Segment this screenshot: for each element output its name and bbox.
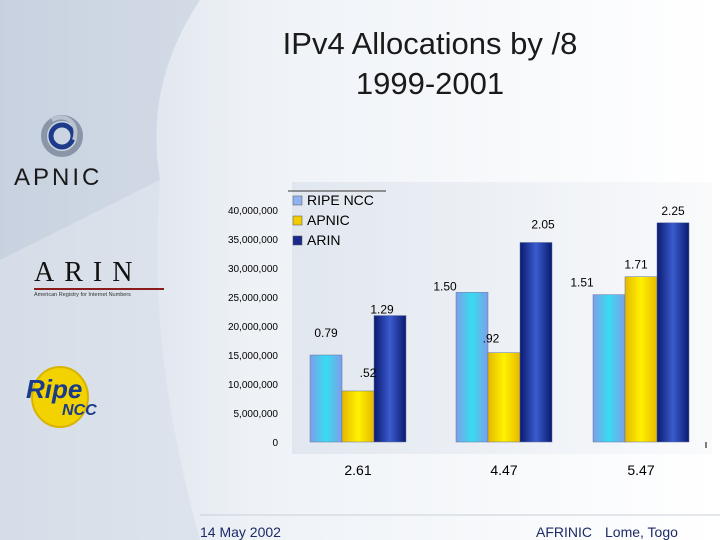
y-tick-label: 15,000,000 <box>228 351 278 362</box>
category-label: 5.47 <box>627 462 654 478</box>
legend-swatch <box>292 235 303 246</box>
bar-ripe-ncc <box>592 294 626 443</box>
bar-ripe-ncc <box>455 292 489 443</box>
ripe-ncc-logo: Ripe NCC <box>20 362 120 432</box>
arin-logo: ARIN American Registry for Internet Numb… <box>34 258 164 300</box>
data-label: 0.79 <box>314 326 338 340</box>
chart-title-line-2: 1999-2001 <box>355 66 505 101</box>
legend: RIPE NCC APNIC ARIN <box>288 190 386 248</box>
y-tick-label: 5,000,000 <box>234 409 279 420</box>
data-label: 2.05 <box>531 217 555 231</box>
chart-title-line-1: IPv4 Allocations by /8 <box>282 26 578 61</box>
y-tick-label: 35,000,000 <box>228 235 278 246</box>
y-tick-label: 25,000,000 <box>228 293 278 304</box>
y-tick-label: 0 <box>272 438 278 449</box>
y-tick-label: 40,000,000 <box>228 206 278 217</box>
arin-tagline: American Registry for Internet Numbers <box>34 292 131 298</box>
apnic-wordmark: APNIC <box>14 164 103 191</box>
ncc-wordmark: NCC <box>62 402 97 419</box>
bar-apnic <box>341 390 375 443</box>
legend-entry: RIPE NCC <box>307 192 374 208</box>
bar-arin <box>519 242 553 443</box>
bar-apnic <box>624 276 658 443</box>
data-label: 1.50 <box>433 279 457 293</box>
apnic-logo: APNIC <box>14 108 134 198</box>
data-label: 2.25 <box>661 204 685 218</box>
y-tick-label: 30,000,000 <box>228 264 278 275</box>
bar-apnic <box>487 352 521 443</box>
legend-swatch <box>292 195 303 206</box>
legend-entry: APNIC <box>307 212 350 228</box>
y-tick-label: 20,000,000 <box>228 322 278 333</box>
apnic-emblem-icon <box>41 115 83 157</box>
arin-wordmark: ARIN <box>34 258 164 290</box>
legend-entry: ARIN <box>307 232 340 248</box>
data-label: 1.71 <box>624 258 648 272</box>
data-label: .52 <box>360 366 377 380</box>
footer-org: AFRINIC <box>536 524 592 540</box>
legend-swatch <box>292 215 303 226</box>
bar-ripe-ncc <box>309 354 343 443</box>
ripe-wordmark: Ripe <box>26 374 83 404</box>
y-tick-label: 10,000,000 <box>228 380 278 391</box>
footer-location: Lome, Togo <box>605 524 678 540</box>
data-label: 1.29 <box>370 303 394 317</box>
bar-arin <box>373 315 407 443</box>
category-label: 4.47 <box>490 462 517 478</box>
data-label: .92 <box>483 332 500 346</box>
footer-date: 14 May 2002 <box>200 524 281 540</box>
ripe-ncc-globe-icon <box>31 366 89 428</box>
bar-arin <box>656 222 690 443</box>
data-label: 1.51 <box>570 276 594 290</box>
category-label: 2.61 <box>344 462 371 478</box>
